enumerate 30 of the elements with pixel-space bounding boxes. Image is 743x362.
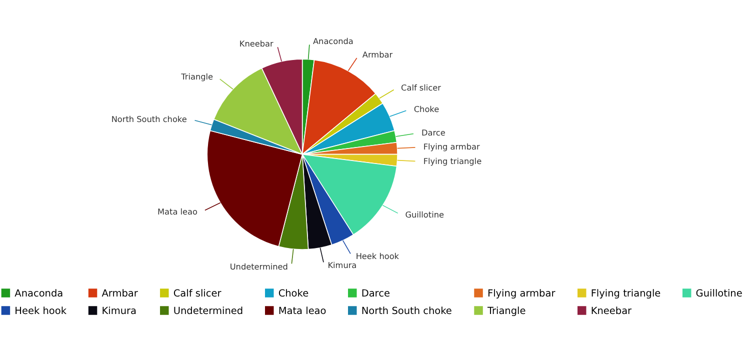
legend-label: Mata leao: [278, 306, 326, 317]
slice-label: Kneebar: [239, 38, 274, 48]
legend-label: Calf slicer: [173, 288, 222, 300]
slice-label: Undetermined: [230, 261, 288, 272]
slice-label: North South choke: [111, 114, 187, 124]
legend-label: Triangle: [486, 306, 526, 317]
legend-label: Armbar: [102, 288, 139, 300]
slice-label: Anaconda: [312, 36, 354, 46]
legend-label: Choke: [278, 288, 309, 300]
legend-label: North South choke: [361, 306, 452, 317]
legend-label: Heek hook: [14, 306, 67, 317]
legend-label: Kneebar: [590, 306, 633, 317]
legend-label: Anaconda: [14, 288, 64, 300]
slice-label: Mata leao: [158, 206, 198, 216]
legend-label: Flying triangle: [590, 288, 661, 300]
slice-label: Triangle: [180, 71, 214, 82]
legend-label: Undetermined: [173, 306, 244, 317]
slice-label: Armbar: [362, 50, 394, 60]
legend-label: Guillotine: [696, 288, 742, 300]
slice-label: Guillotine: [405, 209, 444, 220]
slice-label: Calf slicer: [401, 82, 442, 92]
slice-label: Kimura: [328, 260, 357, 270]
legend-label: Darce: [361, 288, 390, 300]
slice-label: Flying triangle: [423, 156, 482, 166]
slice-label: Flying armbar: [423, 142, 480, 152]
slice-label: Darce: [421, 128, 446, 138]
legend-label: Kimura: [102, 306, 137, 317]
slice-label: Heek hook: [356, 251, 400, 262]
legend-label: Flying armbar: [487, 288, 556, 300]
slice-label: Choke: [414, 104, 440, 114]
